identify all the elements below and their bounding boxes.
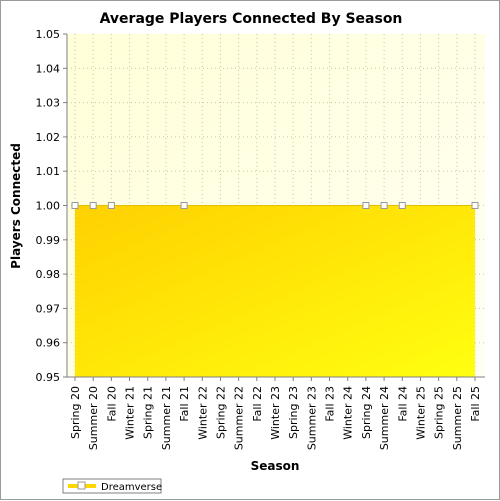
- data-point-marker: [362, 202, 370, 209]
- y-tick-label: 1.01: [36, 165, 61, 178]
- y-tick-label: 0.96: [36, 337, 61, 350]
- data-point-marker: [89, 202, 97, 209]
- x-tick-label: Winter 25: [414, 386, 427, 440]
- data-point-marker: [380, 202, 388, 209]
- x-tick-label: Winter 21: [124, 386, 137, 440]
- x-tick-label: Winter 24: [342, 386, 355, 440]
- series-markers: [71, 202, 479, 209]
- y-tick-label: 0.98: [36, 268, 61, 281]
- x-tick-label: Fall 23: [324, 386, 337, 422]
- y-tick-label: 1.05: [36, 28, 61, 41]
- y-tick-label: 1.04: [36, 62, 61, 75]
- legend-marker: [77, 481, 86, 490]
- x-tick-label: Fall 22: [251, 386, 264, 422]
- data-point-marker: [107, 202, 115, 209]
- x-tick-label: Summer 21: [160, 386, 173, 450]
- x-tick-label: Winter 22: [196, 386, 209, 440]
- x-tick-label: Spring 22: [214, 386, 227, 439]
- x-axis-ticks: Spring 20 Summer 20 Fall 20 Winter 21 Spring…: [69, 377, 482, 450]
- x-tick-label: Fall 24: [396, 386, 409, 422]
- data-point-marker: [398, 202, 406, 209]
- x-axis-title: Season: [251, 459, 300, 473]
- data-point-marker: [180, 202, 188, 209]
- x-tick-label: Fall 25: [469, 386, 482, 422]
- x-tick-label: Summer 23: [305, 386, 318, 450]
- x-tick-label: Summer 24: [378, 386, 391, 450]
- series-area-dreamverse: [75, 205, 475, 377]
- x-tick-label: Spring 25: [433, 386, 446, 439]
- x-tick-label: Fall 20: [105, 386, 118, 422]
- y-tick-label: 0.97: [36, 302, 61, 315]
- legend: Dreamverse: [62, 478, 162, 494]
- y-tick-label: 0.95: [36, 371, 61, 384]
- data-point-marker: [471, 202, 479, 209]
- x-tick-label: Spring 21: [142, 386, 155, 439]
- y-axis-title: Players Connected: [9, 143, 23, 269]
- x-tick-label: Summer 20: [87, 386, 100, 450]
- data-point-marker: [71, 202, 79, 209]
- y-tick-label: 1.02: [36, 131, 61, 144]
- y-tick-label: 1.00: [36, 200, 61, 213]
- x-tick-label: Spring 20: [69, 386, 82, 439]
- legend-label-dreamverse: Dreamverse: [101, 482, 162, 493]
- y-axis-ticks: 0.95 0.96 0.97 0.98 0.99 1.00 1.01 1.02 1.03 1.04…: [36, 28, 67, 384]
- legend-box: [62, 478, 162, 494]
- x-tick-label: Summer 22: [233, 386, 246, 450]
- x-tick-label: Winter 23: [269, 386, 282, 440]
- y-tick-label: 0.99: [36, 234, 61, 247]
- x-tick-label: Spring 24: [360, 386, 373, 439]
- x-tick-label: Spring 23: [287, 386, 300, 439]
- y-tick-label: 1.03: [36, 97, 61, 110]
- x-tick-label: Summer 25: [451, 386, 464, 450]
- x-tick-label: Fall 21: [178, 386, 191, 422]
- chart-title: Average Players Connected By Season: [100, 11, 403, 27]
